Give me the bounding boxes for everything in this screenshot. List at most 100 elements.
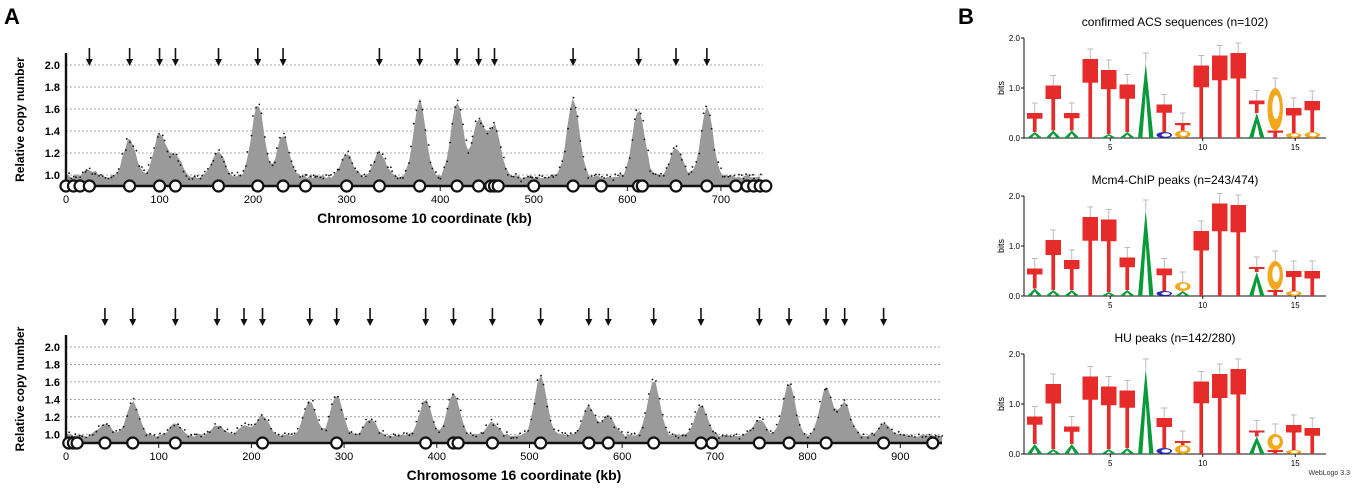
data-point	[118, 428, 121, 431]
logo-letter-t	[1106, 70, 1111, 134]
data-point	[758, 416, 761, 419]
data-point	[288, 151, 291, 154]
y-axis-label: Relative copy number	[13, 57, 27, 182]
data-point	[495, 130, 498, 133]
x-tick-label: 200	[242, 451, 260, 463]
data-point	[862, 433, 865, 436]
data-point	[169, 156, 171, 158]
origin-arrowhead	[635, 59, 643, 66]
data-point	[157, 136, 159, 138]
origin-marker	[340, 179, 354, 193]
data-point	[145, 434, 148, 437]
data-point	[273, 161, 276, 164]
data-point	[415, 420, 418, 423]
data-point	[446, 407, 449, 410]
data-point	[490, 418, 493, 421]
data-point	[729, 175, 732, 177]
data-point	[313, 408, 316, 411]
logo-letter-a	[1064, 130, 1080, 138]
logo-letter-t	[1180, 441, 1185, 445]
data-point	[660, 172, 662, 175]
data-point	[893, 432, 896, 435]
data-point	[506, 173, 509, 176]
origin-arrowhead	[213, 319, 221, 326]
data-point	[312, 399, 314, 402]
data-point	[721, 434, 724, 437]
data-point	[587, 177, 590, 179]
data-point	[425, 401, 428, 404]
data-point	[376, 152, 379, 154]
x-tick-label: 200	[244, 194, 262, 206]
data-point	[158, 132, 160, 135]
data-point	[84, 171, 87, 173]
data-point	[877, 427, 880, 430]
data-point	[266, 152, 269, 155]
data-point	[163, 432, 166, 435]
copy-number-area	[66, 98, 761, 186]
data-point	[354, 433, 357, 436]
logo-letter-t	[1051, 85, 1056, 131]
data-point	[745, 173, 747, 176]
data-point	[239, 174, 242, 177]
logo-y-label: bits	[996, 239, 1006, 254]
data-point	[187, 435, 190, 438]
data-point	[110, 176, 113, 179]
chromosome-16-plot: 1.0 1.2 1.4 1.6 1.8 2.0 0 100 200 300 400 500 600 700…	[13, 308, 944, 483]
data-point	[937, 435, 940, 438]
data-point	[557, 429, 560, 432]
data-point	[284, 136, 287, 139]
data-point	[146, 172, 149, 175]
logo-letter-t	[1051, 384, 1056, 449]
data-point	[795, 414, 798, 417]
data-point	[658, 174, 661, 177]
data-point	[738, 173, 740, 176]
x-tick-label: 900	[891, 451, 909, 463]
origin-marker	[330, 436, 344, 450]
x-tick-label: 400	[431, 194, 449, 206]
data-point	[161, 134, 164, 137]
data-point	[499, 146, 502, 149]
data-point	[857, 431, 860, 434]
logo-x-tick-label: 5	[1108, 301, 1113, 310]
origin-marker	[594, 179, 608, 193]
data-point	[569, 108, 572, 111]
x-tick-label: 100	[150, 194, 168, 206]
data-point	[512, 436, 515, 439]
data-point	[595, 173, 597, 176]
data-point	[825, 387, 828, 390]
data-point	[271, 164, 274, 167]
data-point	[836, 410, 838, 413]
data-point	[817, 416, 820, 419]
data-point	[880, 423, 883, 426]
data-point	[287, 433, 290, 435]
logo-letter-g	[1272, 265, 1280, 283]
origin-arrowhead	[488, 319, 496, 326]
data-point	[536, 177, 538, 180]
data-point	[652, 172, 655, 175]
logo-x-tick-label: 10	[1198, 301, 1207, 310]
data-point	[91, 434, 94, 436]
origin-marker	[152, 179, 167, 193]
origin-arrowhead	[841, 319, 849, 326]
data-point	[593, 174, 596, 177]
y-tick-label: 1.6	[45, 377, 60, 389]
copy-number-area	[66, 375, 942, 443]
data-point	[752, 173, 754, 176]
data-point	[439, 177, 442, 180]
origin-marker	[566, 179, 580, 193]
panel-a-label: A	[4, 4, 20, 29]
y-tick-label: 1.2	[45, 148, 60, 160]
data-point	[233, 174, 236, 177]
data-point	[552, 176, 555, 178]
data-point	[558, 166, 561, 169]
data-point	[428, 405, 431, 408]
origin-marker	[752, 436, 766, 450]
data-point	[325, 429, 328, 432]
data-point	[260, 112, 263, 115]
data-point	[305, 174, 308, 176]
origin-arrowhead	[279, 59, 287, 66]
data-point	[245, 165, 247, 167]
logo-y-tick-label: 0.0	[1009, 292, 1021, 301]
data-point	[138, 418, 141, 420]
data-point	[729, 435, 732, 438]
